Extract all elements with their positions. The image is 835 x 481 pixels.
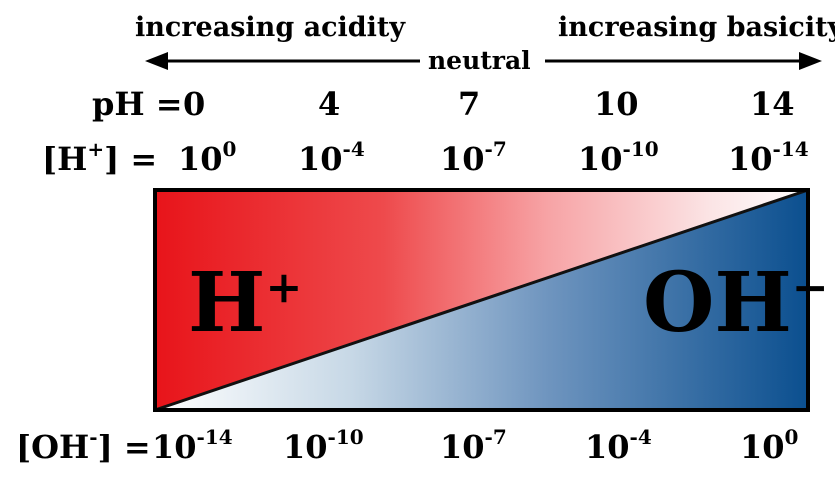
basicity-arrow <box>545 52 822 70</box>
ph-value-4: 4 <box>318 85 341 123</box>
h-value-14: 10-14 <box>728 137 809 178</box>
oh-value-4: 10-4 <box>585 425 652 466</box>
oh-value-7: 10-7 <box>440 425 507 466</box>
ph-row-label: pH = <box>92 85 183 123</box>
ph-value-7: 7 <box>458 85 481 123</box>
oh-concentration-label: [OH-] = <box>16 425 151 466</box>
oh-minus-label: OH− <box>643 255 829 351</box>
concentration-box <box>153 188 810 412</box>
diagonal-divider <box>154 188 809 412</box>
neutral-label: neutral <box>428 46 531 75</box>
increasing-acidity-label: increasing acidity <box>135 12 406 43</box>
ph-value-10: 10 <box>594 85 639 123</box>
ph-value-0: 0 <box>183 85 206 123</box>
oh-value-14: 10-14 <box>152 425 233 466</box>
h-value-10: 10-10 <box>578 137 659 178</box>
increasing-basicity-label: increasing basicity <box>558 12 835 43</box>
h-value-7: 10-7 <box>440 137 507 178</box>
oh-value-0: 100 <box>740 425 799 466</box>
h-value-0: 100 <box>178 137 237 178</box>
oh-value-10: 10-10 <box>283 425 364 466</box>
h-concentration-label: [H+] = <box>42 137 158 178</box>
ph-value-14: 14 <box>750 85 795 123</box>
acidity-arrow <box>145 52 420 70</box>
h-value-4: 10-4 <box>298 137 365 178</box>
h-plus-label: H+ <box>188 255 303 351</box>
